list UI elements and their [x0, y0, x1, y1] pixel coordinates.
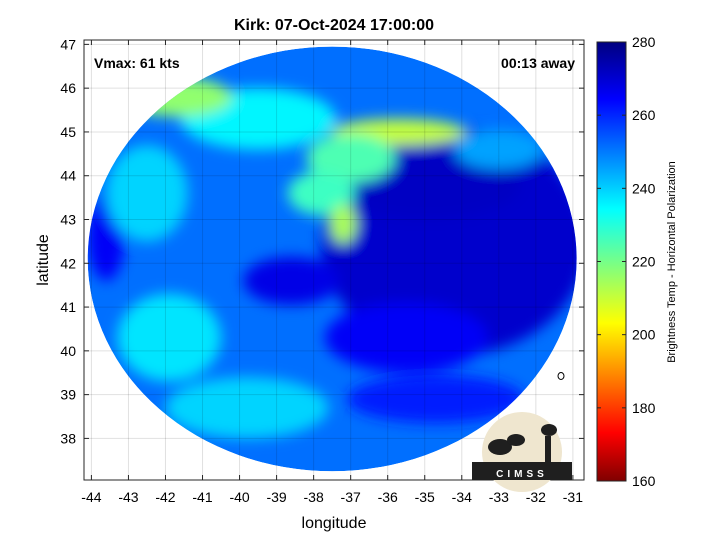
brightness-feature: [117, 293, 222, 382]
y-tick-label: 39: [60, 387, 76, 403]
y-tick-label: 45: [60, 124, 76, 140]
brightness-feature: [454, 129, 544, 170]
swath-features: [87, 77, 577, 439]
colorbar: 160 180 200 220 240 260 280 Brightness Temp - …: [596, 34, 678, 489]
x-tick-label: -35: [415, 489, 435, 505]
chart-title: Kirk: 07-Oct-2024 17:00:00: [234, 17, 434, 34]
x-tick-label: -37: [341, 489, 361, 505]
x-tick-label: -43: [118, 489, 138, 505]
colorbar-label: Brightness Temp - Horizontal Polarizatio…: [666, 161, 678, 363]
x-ticks: -44 -43 -42 -41 -40 -39 -38 -37 -36 -35 -34 -33 -32 -…: [81, 40, 583, 505]
x-tick-label: -36: [378, 489, 398, 505]
brightness-feature: [324, 302, 488, 373]
small-island-marker: [557, 372, 565, 380]
logo-text: CIMSS: [496, 469, 548, 480]
x-tick-label: -32: [526, 489, 546, 505]
brightness-feature: [330, 204, 357, 244]
colorbar-tick-label: 180: [632, 400, 656, 416]
brightness-feature: [106, 145, 188, 242]
colorbar-tick-label: 240: [632, 180, 656, 196]
grid: [84, 40, 584, 480]
y-tick-label: 38: [60, 430, 76, 446]
y-ticks: 38 39 40 41 42 43 44 45 46 47: [60, 36, 584, 446]
y-tick-label: 42: [60, 255, 76, 271]
x-axis-label: longitude: [302, 515, 367, 532]
x-tick-label: -33: [489, 489, 509, 505]
colorbar-gradient: [596, 41, 627, 482]
vmax-annotation: Vmax: 61 kts: [94, 55, 180, 71]
brightness-feature: [165, 377, 329, 439]
x-tick-label: -31: [563, 489, 583, 505]
y-tick-label: 46: [60, 80, 76, 96]
x-tick-label: -34: [452, 489, 472, 505]
y-tick-label: 41: [60, 299, 76, 315]
colorbar-tick-label: 200: [632, 327, 656, 343]
colorbar-tick-label: 260: [632, 107, 656, 123]
brightness-feature: [306, 134, 396, 183]
colorbar-tick-label: 280: [632, 34, 656, 50]
brightness-feature: [287, 171, 355, 216]
x-tick-label: -40: [229, 489, 249, 505]
x-tick-label: -38: [304, 489, 324, 505]
y-tick-label: 40: [60, 343, 76, 359]
y-tick-label: 44: [60, 168, 76, 184]
x-tick-label: -39: [266, 489, 286, 505]
brightness-feature: [243, 256, 340, 305]
brightness-feature: [346, 374, 525, 424]
x-tick-label: -44: [81, 489, 101, 505]
plot-area: [84, 40, 584, 480]
time-away-annotation: 00:13 away: [501, 55, 575, 71]
x-tick-label: -42: [155, 489, 175, 505]
y-tick-label: 47: [60, 36, 76, 52]
cimss-logo: CIMSS: [472, 412, 572, 492]
y-axis-label: latitude: [35, 234, 52, 286]
colorbar-ticks: 160 180 200 220 240 260 280: [597, 34, 656, 489]
plot-frame: [83, 39, 585, 481]
x-tick-label: -41: [192, 489, 212, 505]
microwave-swath: [87, 46, 577, 472]
colorbar-tick-label: 160: [632, 473, 656, 489]
y-tick-label: 43: [60, 212, 76, 228]
colorbar-tick-label: 220: [632, 254, 656, 270]
